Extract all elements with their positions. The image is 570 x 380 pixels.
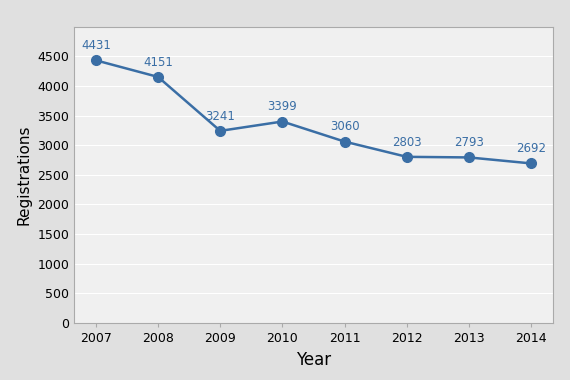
Y-axis label: Registrations: Registrations [17, 125, 32, 225]
Text: 3399: 3399 [267, 100, 298, 113]
Text: 2803: 2803 [392, 136, 422, 149]
Text: 4431: 4431 [81, 39, 111, 52]
Text: 3060: 3060 [330, 120, 360, 133]
X-axis label: Year: Year [296, 351, 331, 369]
Text: 4151: 4151 [143, 55, 173, 69]
Text: 2692: 2692 [516, 142, 546, 155]
Text: 2793: 2793 [454, 136, 484, 149]
Text: 3241: 3241 [205, 109, 235, 122]
